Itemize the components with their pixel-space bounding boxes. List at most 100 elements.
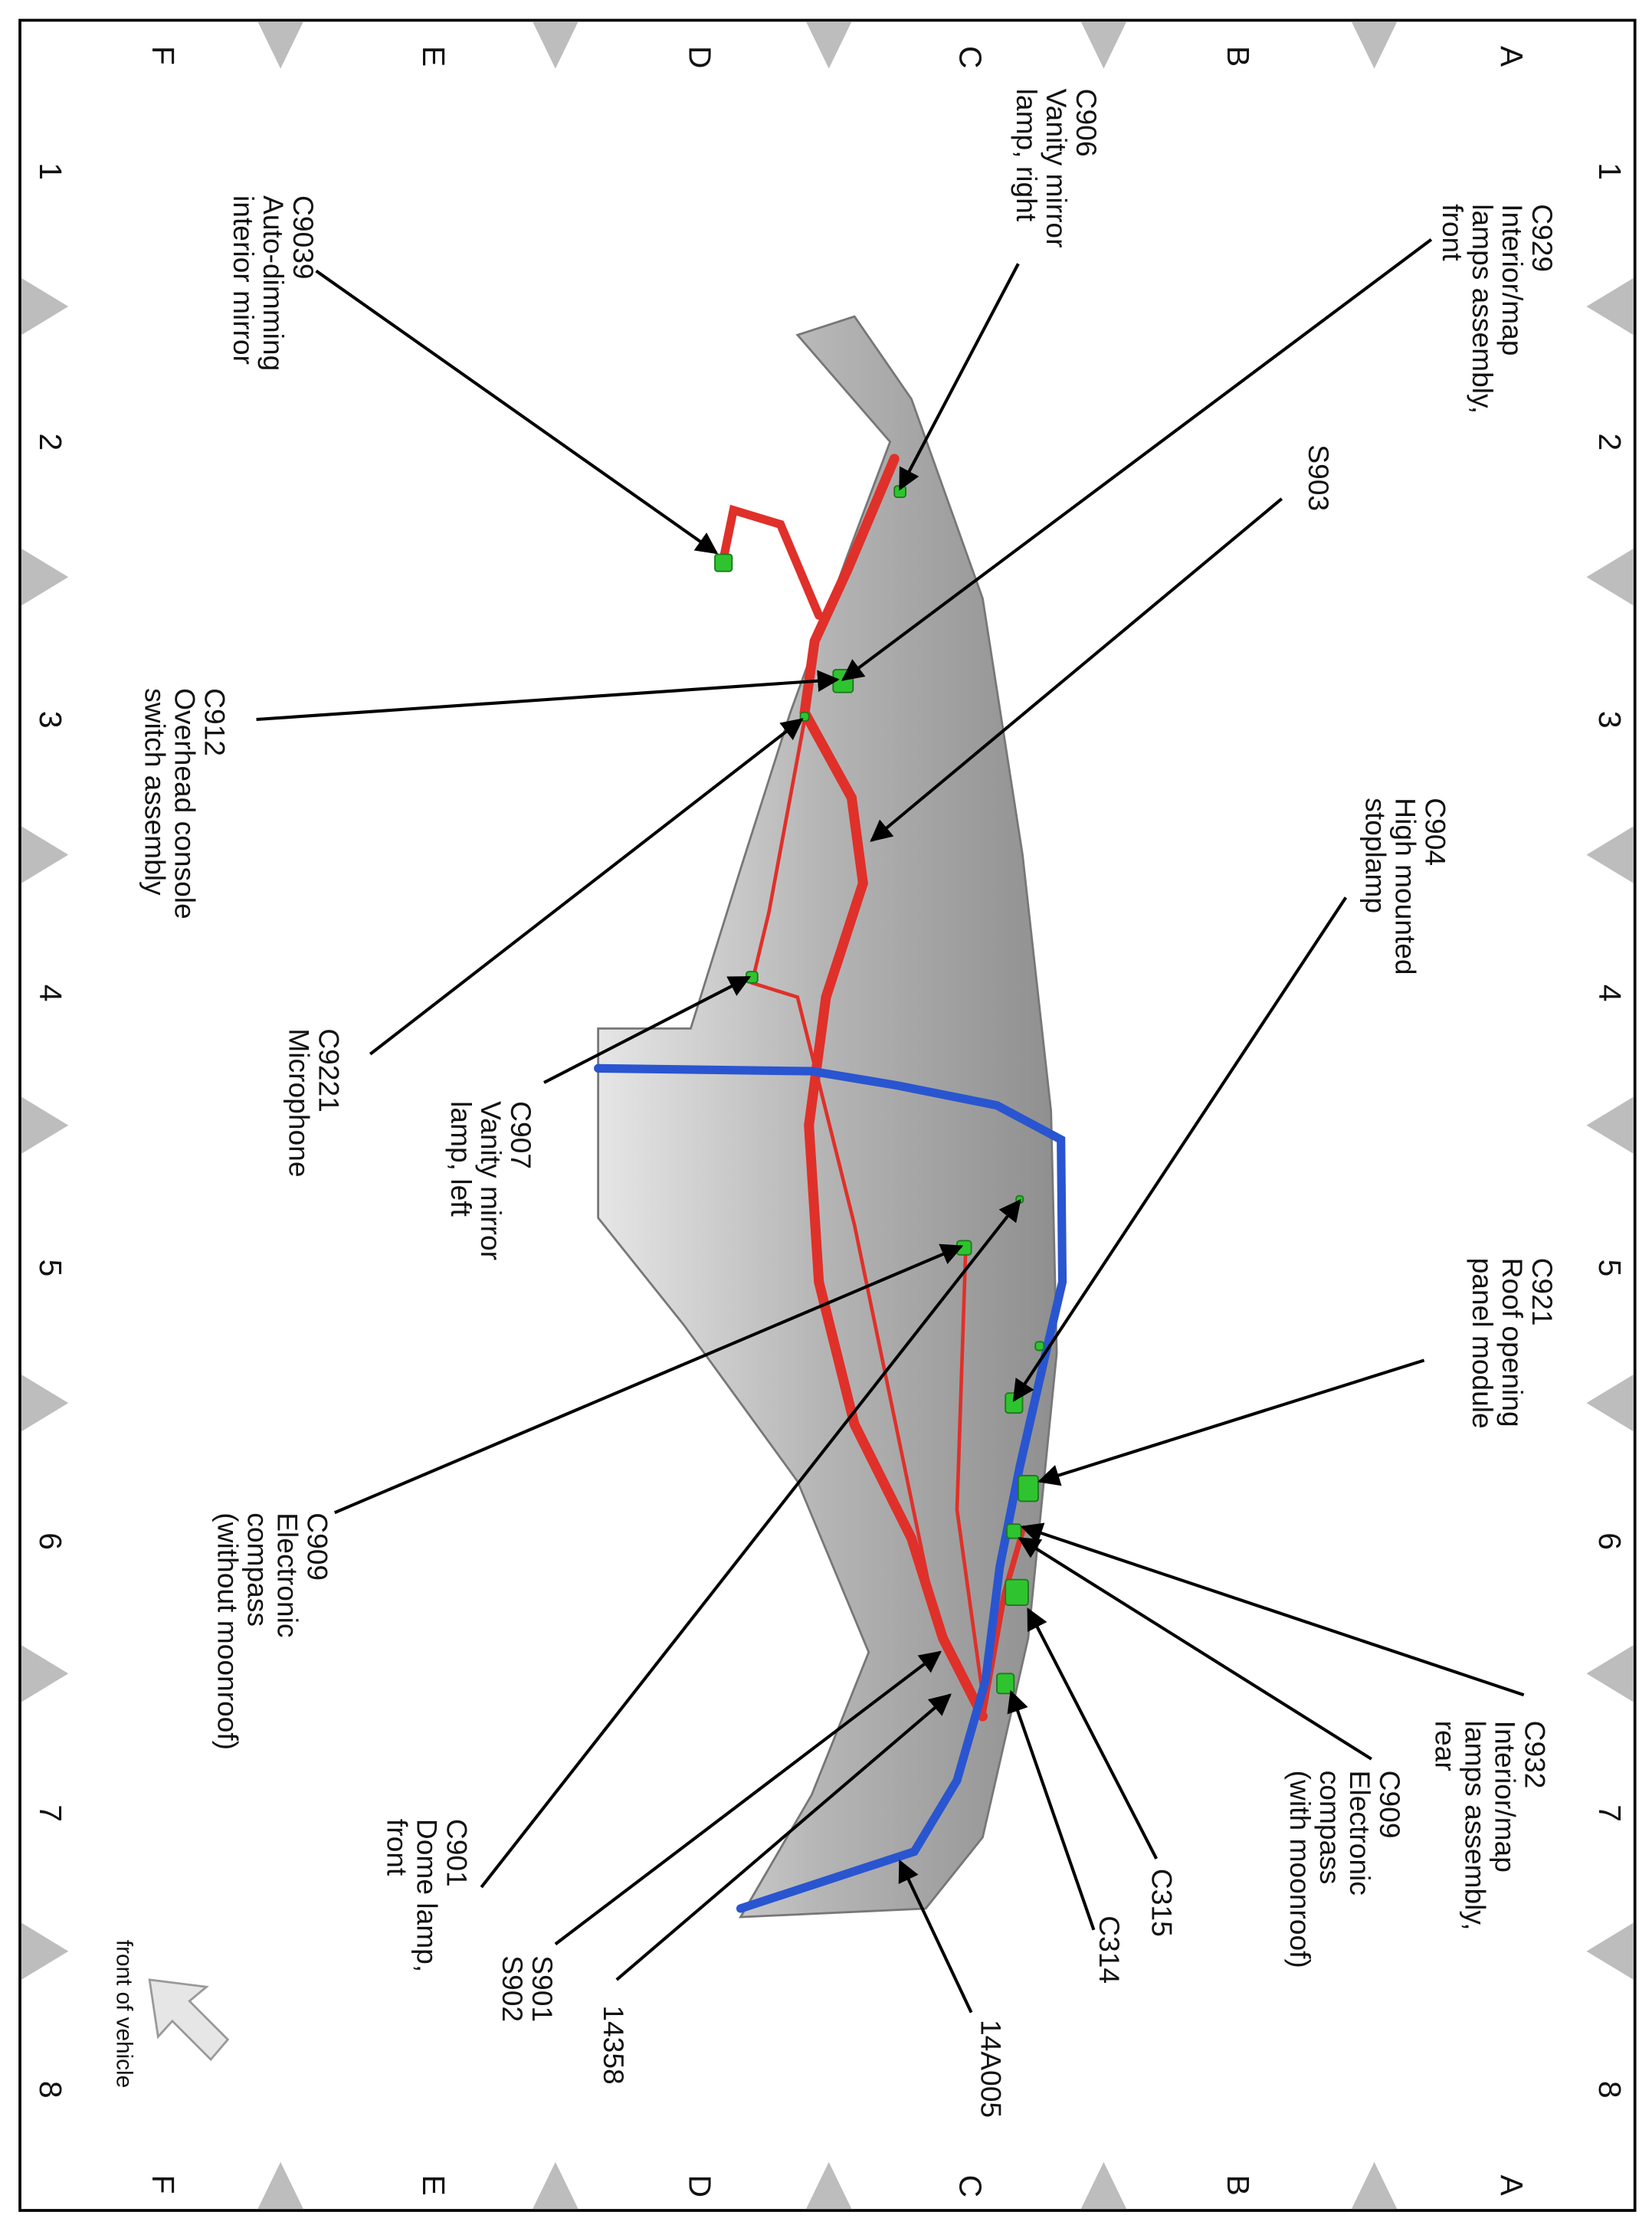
callout-c909a[interactable]: C909Electroniccompass(without moonroof): [211, 1512, 333, 1750]
callout-line: Electronic: [271, 1512, 303, 1637]
grid-tick: [21, 277, 69, 336]
callout-line: lamps assembly,: [1467, 204, 1499, 414]
connector-marker: [714, 553, 733, 572]
front-of-vehicle-label: front of vehicle: [111, 1940, 136, 2088]
grid-tick: [1586, 548, 1634, 606]
grid-tick: [1586, 1922, 1634, 1980]
callout-line: switch assembly: [139, 688, 172, 896]
callout-line: C9039: [287, 195, 320, 280]
grid-row-7: 7: [33, 1804, 68, 1822]
callout-line: S903: [1303, 444, 1335, 511]
callout-line: C912: [199, 688, 231, 756]
grid-column-D: D: [683, 2175, 718, 2198]
grid-tick: [1080, 2161, 1127, 2210]
grid-column-E: E: [416, 46, 451, 67]
callout-c909b[interactable]: C909Electroniccompass(with moonroof): [1284, 1771, 1406, 1968]
leader-line-h14358: [615, 1693, 952, 1981]
connector-marker: [1005, 1392, 1024, 1414]
arrow-up-left-icon: [148, 1978, 230, 2062]
callout-c932[interactable]: C932Interior/maplamps assembly,rear: [1429, 1721, 1551, 1931]
harness-blue: [594, 1063, 1067, 1913]
grid-row-3: 3: [1592, 711, 1627, 729]
leader-line-c904: [1012, 896, 1348, 1402]
grid-row-6: 6: [33, 1532, 68, 1550]
callout-c315[interactable]: C315: [1146, 1869, 1178, 1937]
callout-line: C906: [1070, 89, 1103, 157]
grid-tick: [21, 1374, 69, 1432]
callout-line: Roof opening: [1496, 1258, 1529, 1427]
callout-c9221[interactable]: C9221Microphone: [283, 1028, 345, 1177]
callout-line: (without moonroof): [211, 1512, 244, 1750]
connector-marker: [1017, 1475, 1039, 1502]
grid-row-6: 6: [1592, 1532, 1627, 1550]
callout-c912[interactable]: C912Overhead consoleswitch assembly: [139, 688, 231, 919]
callout-c906[interactable]: C906Vanity mirrorlamp, right: [1011, 89, 1103, 248]
callout-line: Interior/map: [1496, 204, 1529, 356]
callout-h14358[interactable]: 14358: [598, 2005, 630, 2084]
leader-line-c901: [480, 1198, 1021, 1889]
callout-c921[interactable]: C921Roof openingpanel module: [1467, 1258, 1559, 1429]
callout-h14a005[interactable]: 14A005: [975, 2020, 1008, 2118]
connector-marker: [996, 1673, 1015, 1695]
callout-line: C9221: [313, 1028, 345, 1112]
callout-line: S902: [497, 1955, 529, 2022]
grid-column-D: D: [683, 46, 718, 69]
callout-line: C932: [1519, 1721, 1552, 1789]
grid-tick: [1351, 2161, 1398, 2210]
callout-line: C904: [1419, 798, 1451, 866]
callout-line: Dome lamp,: [411, 1819, 444, 1972]
grid-row-8: 8: [33, 2081, 68, 2099]
grid-column-F: F: [146, 46, 181, 65]
grid-row-2: 2: [1592, 433, 1627, 451]
grid-tick: [21, 1922, 69, 1980]
grid-markers: A A B B C C D D E E F F 1 1 2 2 3 3 4 4 5 5 6 6 7 7 8 8: [21, 21, 1634, 2210]
grid-tick: [1351, 21, 1398, 69]
grid-tick: [21, 826, 69, 883]
callout-c314[interactable]: C314: [1093, 1915, 1126, 1984]
grid-row-4: 4: [33, 985, 68, 1002]
callout-s901[interactable]: S901S902: [497, 1955, 559, 2022]
grid-tick: [257, 21, 303, 69]
callout-line: compass: [1314, 1771, 1346, 1885]
callout-line: lamp, left: [445, 1101, 477, 1217]
grid-tick: [1080, 21, 1127, 69]
leader-line-c912: [256, 670, 840, 722]
callout-line: Overhead console: [169, 688, 202, 919]
callout-s903[interactable]: S903: [1303, 444, 1335, 511]
grid-row-8: 8: [1592, 2081, 1627, 2099]
callout-line: stoplamp: [1359, 798, 1391, 913]
callout-line: Microphone: [283, 1028, 315, 1177]
grid-row-1: 1: [33, 162, 68, 180]
frame-border: [18, 18, 1637, 2212]
callout-line: lamps assembly,: [1460, 1721, 1492, 1931]
callout-c901[interactable]: C901Dome lamp,front: [382, 1819, 474, 1972]
callout-line: C929: [1526, 204, 1559, 272]
connector-marker: [1006, 1523, 1022, 1539]
callout-c929[interactable]: C929Interior/maplamps assembly,front: [1437, 204, 1559, 414]
grid-row-1: 1: [1592, 162, 1627, 180]
leader-line-c314: [1007, 1689, 1096, 1931]
callout-line: compass: [241, 1512, 274, 1627]
callout-line: front: [1437, 204, 1469, 261]
leader-line-c909a: [333, 1244, 964, 1515]
leader-line-s901: [554, 1650, 942, 1946]
callout-line: C315: [1146, 1869, 1178, 1937]
grid-column-E: E: [416, 2175, 451, 2196]
grid-tick: [533, 2161, 579, 2210]
callout-c907[interactable]: C907Vanity mirrorlamp, left: [445, 1101, 537, 1260]
callout-line: panel module: [1467, 1258, 1499, 1429]
callout-line: Interior/map: [1490, 1721, 1522, 1873]
connector-marker: [1034, 1341, 1045, 1352]
callout-line: interior mirror: [228, 195, 260, 365]
callout-line: rear: [1429, 1721, 1461, 1771]
callout-c904[interactable]: C904High mountedstoplamp: [1359, 798, 1451, 975]
harness-red: [719, 454, 1026, 1722]
leader-line-c909b: [1018, 1536, 1372, 1761]
grid-tick: [257, 2161, 303, 2210]
grid-column-C: C: [953, 2175, 988, 2198]
grid-tick: [1586, 277, 1634, 336]
callout-line: lamp, right: [1011, 89, 1043, 222]
callout-c9039[interactable]: C9039Auto-dimminginterior mirror: [228, 195, 320, 371]
callout-line: C907: [505, 1101, 537, 1169]
